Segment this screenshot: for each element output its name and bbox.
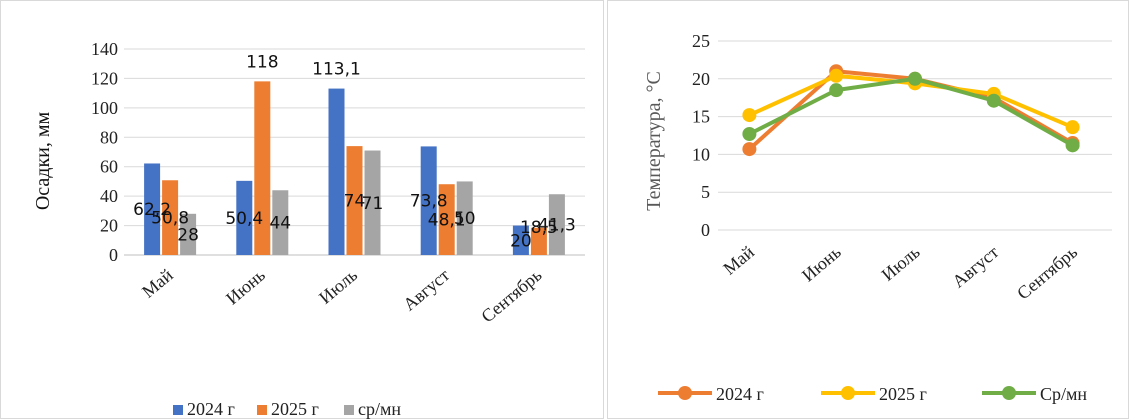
series-point-0-0 [742, 142, 757, 157]
bar--4 [548, 194, 565, 255]
bar-2025-1 [254, 81, 271, 255]
data-label: 50 [454, 209, 476, 229]
series-point-2-2 [908, 71, 922, 86]
series-point-1-1 [829, 68, 844, 83]
y-tick-label: 100 [91, 98, 118, 118]
data-label: 71 [362, 194, 384, 214]
bar-2025-2 [346, 146, 363, 255]
y-tick-label: 25 [692, 31, 710, 51]
bar-2024-2 [328, 88, 345, 256]
y-tick-label: 5 [701, 182, 710, 202]
x-category-label: Июль [315, 265, 361, 308]
series-point-1-0 [742, 108, 757, 123]
series-point-2-3 [986, 93, 1001, 108]
data-label: 28 [177, 225, 199, 245]
legend-marker [841, 386, 855, 400]
x-category-label: Сентябрь [1013, 242, 1081, 304]
x-category-label: Июль [878, 242, 924, 285]
x-category-label: Июнь [798, 242, 845, 286]
data-label: 41,3 [538, 216, 576, 236]
series-point-2-4 [1065, 138, 1080, 153]
x-category-label: Сентябрь [477, 265, 545, 327]
y-tick-label: 15 [692, 107, 710, 127]
x-category-label: Август [948, 242, 1002, 292]
legend-swatch [173, 405, 183, 415]
bar-2025-3 [438, 184, 455, 255]
temperature-line-chart: 0 5 10 15 20 25 Май Июнь Июль Август Сентябрь Тем… [643, 31, 1112, 404]
bar-2024-3 [420, 146, 437, 255]
legend-label: 2024 г [187, 399, 235, 419]
y-tick-label: 40 [100, 186, 118, 206]
y-tick-label: 0 [109, 245, 118, 265]
bar-2025-4 [530, 227, 547, 255]
y-tick-label: 60 [100, 157, 118, 177]
legend-marker [1002, 386, 1016, 400]
y-tick-label: 80 [100, 127, 118, 147]
data-label: 20 [510, 231, 532, 251]
series-point-1-4 [1065, 120, 1080, 135]
x-category-label: Июнь [222, 265, 269, 309]
y-tick-label: 0 [701, 220, 710, 240]
temperature-chart-panel: 0 5 10 15 20 25 Май Июнь Июль Август Сентябрь Тем… [607, 0, 1129, 419]
precipitation-chart-panel: 0 20 40 60 80 100 120 140 62,2 50,8 28 50,4 118 44 11… [0, 0, 604, 419]
y-tick-label: 20 [100, 216, 118, 236]
bar--2 [364, 150, 381, 255]
data-label: 48,1 [428, 211, 466, 231]
bar-2024-1 [236, 180, 253, 255]
data-label: 44 [269, 214, 291, 234]
bar--0 [180, 213, 197, 255]
bar-2024-4 [512, 225, 529, 255]
data-label: 74 [344, 192, 366, 212]
x-category-label: Май [138, 265, 177, 302]
bar-2024-0 [144, 163, 161, 255]
data-label: 62,2 [133, 200, 171, 220]
bar--3 [456, 181, 473, 255]
data-label: 50,4 [225, 209, 263, 229]
temperature-y-axis-title: Температура, °С [643, 71, 665, 211]
legend-swatch [344, 405, 354, 415]
legend-label: Ср/мн [1040, 384, 1087, 404]
legend-label: 2025 г [879, 384, 927, 404]
legend-label: 2024 г [716, 384, 764, 404]
legend-label: ср/мн [358, 399, 401, 419]
y-tick-label: 20 [692, 69, 710, 89]
y-tick-label: 10 [692, 144, 710, 164]
data-label: 18,5 [520, 218, 558, 238]
legend-marker [678, 386, 692, 400]
data-label: 73,8 [410, 192, 448, 212]
bar--1 [272, 190, 289, 255]
legend-label: 2025 г [271, 399, 319, 419]
x-category-label: Август [399, 265, 453, 315]
series-point-2-0 [742, 126, 757, 141]
precipitation-y-axis-title: Осадки, мм [32, 111, 54, 210]
precipitation-bar-chart: 0 20 40 60 80 100 120 140 62,250,828 50,4 118 44 11… [32, 39, 585, 419]
data-label: 50,8 [151, 209, 189, 229]
x-category-label: Май [719, 242, 758, 279]
data-label: 118 [246, 52, 278, 72]
series-point-2-1 [829, 83, 844, 98]
data-label: 113,1 [312, 60, 361, 80]
legend-swatch [257, 405, 267, 415]
bar-2025-0 [162, 180, 179, 255]
y-tick-label: 120 [91, 68, 118, 88]
y-tick-label: 140 [91, 39, 118, 59]
